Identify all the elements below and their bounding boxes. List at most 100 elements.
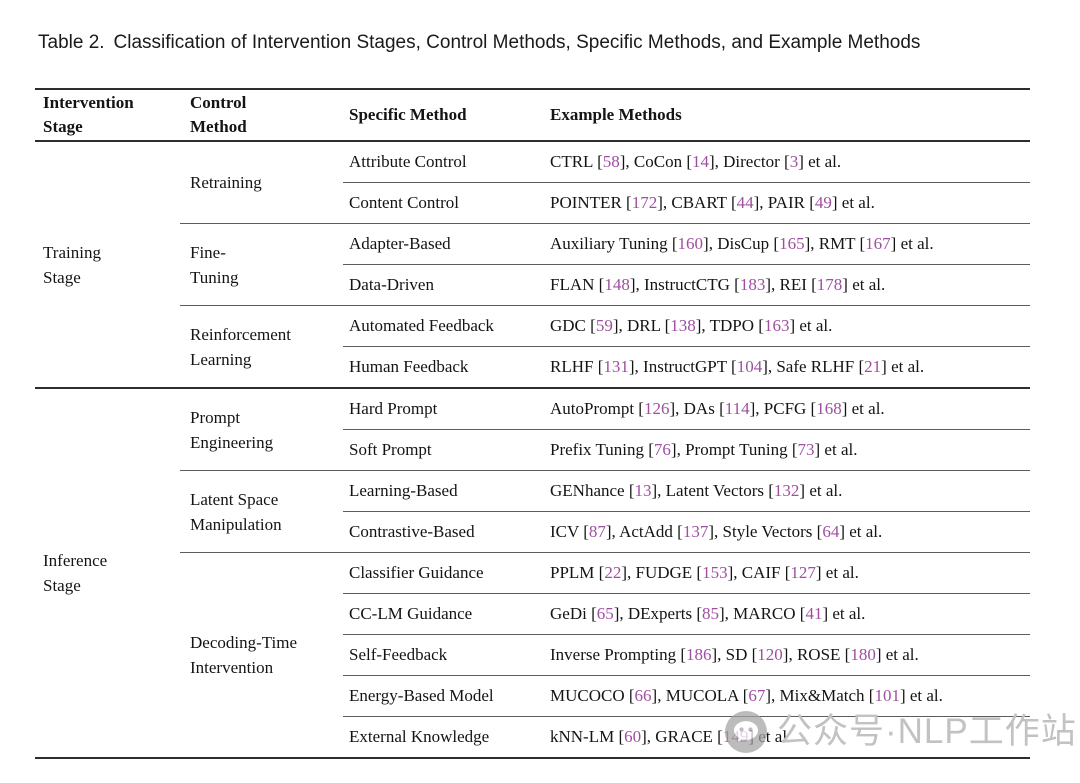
citation-ref[interactable]: 132 (773, 481, 800, 500)
citation-ref[interactable]: 44 (736, 193, 754, 212)
specific-method-cell: Learning-Based (343, 470, 543, 512)
specific-method-cell: Automated Feedback (343, 305, 543, 347)
table-caption: Table 2. Classification of Intervention S… (38, 31, 1048, 55)
specific-method-cell: Energy-Based Model (343, 675, 543, 717)
example-methods-cell: FLAN [148], InstructCTG [183], REI [178]… (543, 264, 1030, 306)
table-row: Energy-Based Model MUCOCO [66], MUCOLA [… (35, 675, 1030, 717)
example-methods-cell: Prefix Tuning [76], Prompt Tuning [73] e… (543, 429, 1030, 471)
citation-ref[interactable]: 168 (816, 399, 842, 418)
classification-table: Intervention Stage Control Method Specif… (35, 88, 1030, 759)
table-row: Decoding-Time Intervention Classifier Gu… (35, 552, 1030, 677)
header-example-methods: Example Methods (543, 89, 1030, 142)
citation-ref[interactable]: 3 (789, 152, 799, 171)
citation-ref[interactable]: 41 (805, 604, 823, 623)
control-cell-fine-tuning: Fine- Tuning (180, 223, 343, 306)
table-row: Training Stage Retraining Attribute Cont… (35, 141, 1030, 389)
citation-ref[interactable]: 64 (822, 522, 840, 541)
citation-ref[interactable]: 180 (850, 645, 876, 664)
table-header: Intervention Stage Control Method Specif… (35, 89, 1030, 142)
citation-ref[interactable]: 76 (653, 440, 671, 459)
citation-ref[interactable]: 22 (604, 563, 622, 582)
control-cell-retraining: Retraining (180, 141, 343, 224)
example-methods-cell: Inverse Prompting [186], SD [120], ROSE … (543, 634, 1030, 676)
example-methods-cell: GDC [59], DRL [138], TDPO [163] et al. (543, 305, 1030, 347)
citation-ref[interactable]: 85 (702, 604, 720, 623)
citation-ref[interactable]: 21 (864, 357, 882, 376)
table-row: Inference Stage Prompt Engineering Hard … (35, 388, 1030, 595)
citation-ref[interactable]: 104 (736, 357, 763, 376)
stage-cell-inference: Inference Stage (43, 551, 108, 595)
table-row: Soft Prompt Prefix Tuning [76], Prompt T… (35, 429, 1030, 471)
example-methods-cell: POINTER [172], CBART [44], PAIR [49] et … (543, 182, 1030, 224)
table-row: Fine- Tuning Adapter-Based Auxiliary Tun… (35, 223, 1030, 306)
example-methods-cell: kNN-LM [60], GRACE [149] et al. (550, 727, 792, 746)
citation-ref[interactable]: 138 (670, 316, 696, 335)
header-specific-method: Specific Method (343, 89, 543, 142)
table-row: CC-LM Guidance GeDi [65], DExperts [85],… (35, 593, 1030, 635)
header-control-method: Control Method (180, 89, 343, 142)
specific-method-cell: Classifier Guidance (343, 552, 543, 594)
citation-ref[interactable]: 178 (816, 275, 843, 294)
example-methods-cell: RLHF [131], InstructGPT [104], Safe RLHF… (543, 346, 1030, 389)
control-cell-decoding-time-intervention: Decoding-Time Intervention (190, 633, 298, 677)
citation-ref[interactable]: 160 (677, 234, 704, 253)
citation-ref[interactable]: 58 (602, 152, 620, 171)
header-row: Intervention Stage Control Method Specif… (35, 89, 1030, 142)
citation-ref[interactable]: 149 (722, 727, 749, 746)
header-intervention-stage: Intervention Stage (35, 89, 180, 142)
citation-ref[interactable]: 59 (595, 316, 613, 335)
table-row: Human Feedback RLHF [131], InstructGPT [… (35, 346, 1030, 389)
table-row: Data-Driven FLAN [148], InstructCTG [183… (35, 264, 1030, 306)
citation-ref[interactable]: 49 (814, 193, 832, 212)
table-row: Reinforcement Learning Automated Feedbac… (35, 305, 1030, 389)
citation-ref[interactable]: 167 (865, 234, 891, 253)
citation-ref[interactable]: 172 (631, 193, 658, 212)
example-methods-cell: MUCOCO [66], MUCOLA [67], Mix&Match [101… (543, 675, 1030, 717)
citation-ref[interactable]: 13 (634, 481, 652, 500)
specific-method-cell: Soft Prompt (343, 429, 543, 471)
citation-ref[interactable]: 120 (757, 645, 783, 664)
table-caption-number: Table 2. (38, 32, 105, 53)
citation-ref[interactable]: 101 (874, 686, 900, 705)
specific-method-cell: Self-Feedback (343, 634, 543, 676)
citation-ref[interactable]: 73 (797, 440, 815, 459)
control-cell-latent-space-manipulation: Latent Space Manipulation (180, 470, 343, 553)
citation-ref[interactable]: 67 (748, 686, 766, 705)
table-row: Latent Space Manipulation Learning-Based… (35, 470, 1030, 553)
specific-method-cell: External Knowledge (349, 727, 490, 746)
citation-ref[interactable]: 186 (685, 645, 712, 664)
citation-ref[interactable]: 114 (724, 399, 750, 418)
control-cell-prompt-engineering: Prompt Engineering (180, 388, 343, 471)
citation-ref[interactable]: 60 (624, 727, 642, 746)
example-methods-cell: ICV [87], ActAdd [137], Style Vectors [6… (543, 511, 1030, 553)
stage-cell-training: Training Stage (35, 141, 180, 389)
specific-method-cell: Data-Driven (343, 264, 543, 306)
citation-ref[interactable]: 131 (603, 357, 629, 376)
citation-ref[interactable]: 127 (790, 563, 816, 582)
table-row: Content Control POINTER [172], CBART [44… (35, 182, 1030, 224)
citation-ref[interactable]: 126 (643, 399, 670, 418)
citation-ref[interactable]: 165 (779, 234, 805, 253)
table-caption-text: Classification of Intervention Stages, C… (113, 32, 921, 53)
table-row: Self-Feedback Inverse Prompting [186], S… (35, 634, 1030, 676)
citation-ref[interactable]: 66 (634, 686, 652, 705)
example-methods-cell: CTRL [58], CoCon [14], Director [3] et a… (543, 141, 1030, 183)
citation-ref[interactable]: 153 (702, 563, 728, 582)
example-methods-cell: GENhance [13], Latent Vectors [132] et a… (543, 470, 1030, 512)
specific-method-cell: Hard Prompt (343, 388, 543, 430)
citation-ref[interactable]: 183 (739, 275, 766, 294)
specific-method-cell: Human Feedback (343, 346, 543, 389)
citation-ref[interactable]: 14 (691, 152, 709, 171)
citation-ref[interactable]: 65 (596, 604, 614, 623)
example-methods-cell: GeDi [65], DExperts [85], MARCO [41] et … (543, 593, 1030, 635)
table-row: Contrastive-Based ICV [87], ActAdd [137]… (35, 511, 1030, 553)
citation-ref[interactable]: 148 (604, 275, 630, 294)
example-methods-cell: Auxiliary Tuning [160], DisCup [165], RM… (543, 223, 1030, 265)
citation-ref[interactable]: 87 (588, 522, 606, 541)
specific-method-cell: CC-LM Guidance (343, 593, 543, 635)
citation-ref[interactable]: 137 (682, 522, 709, 541)
specific-method-cell: Contrastive-Based (343, 511, 543, 553)
citation-ref[interactable]: 163 (763, 316, 790, 335)
example-methods-cell: PPLM [22], FUDGE [153], CAIF [127] et al… (543, 552, 1030, 594)
